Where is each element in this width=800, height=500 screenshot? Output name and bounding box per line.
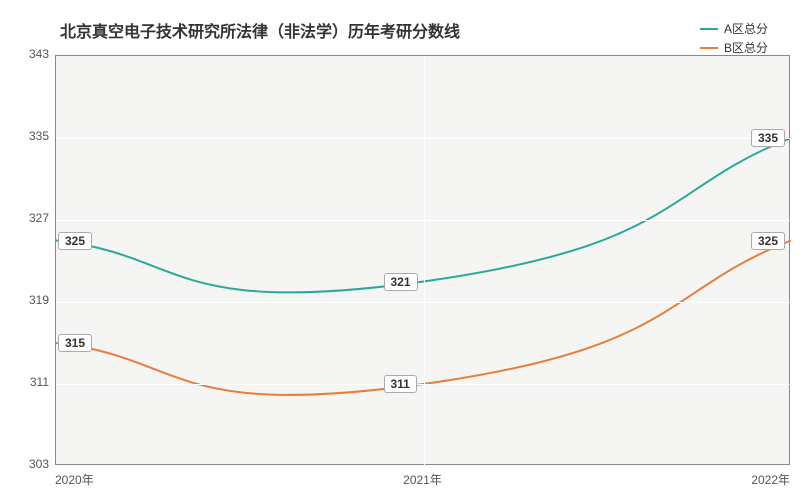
legend-swatch: [700, 28, 718, 30]
data-label: 335: [751, 129, 785, 147]
y-axis-label: 327: [29, 211, 49, 225]
x-axis-label: 2021年: [403, 471, 442, 488]
data-label: 311: [384, 375, 417, 393]
y-axis-label: 311: [30, 375, 49, 389]
y-axis-label: 319: [29, 293, 49, 307]
chart-title: 北京真空电子技术研究所法律（非法学）历年考研分数线: [60, 18, 460, 42]
plot-area: 325 321 335 315 311 325: [55, 55, 790, 465]
legend-item: B区总分: [700, 39, 768, 56]
legend-swatch: [700, 47, 718, 49]
chart-container: 北京真空电子技术研究所法律（非法学）历年考研分数线 A区总分B区总分 32532…: [0, 0, 800, 500]
y-axis-label: 335: [29, 129, 49, 143]
legend-item: A区总分: [700, 20, 768, 37]
x-axis-label: 2022年: [751, 471, 790, 488]
data-label: 315: [58, 334, 92, 352]
legend: A区总分 B区总分: [700, 20, 768, 58]
gridline-v: [424, 56, 425, 466]
data-label: 321: [384, 273, 418, 291]
legend-label: B区总分: [724, 39, 768, 56]
x-axis-label: 2020年: [55, 471, 94, 488]
y-axis-label: 303: [29, 457, 49, 471]
data-label: 325: [751, 232, 785, 250]
y-axis-label: 343: [29, 47, 49, 61]
data-label: 325: [58, 232, 92, 250]
legend-label: A区总分: [724, 20, 768, 37]
